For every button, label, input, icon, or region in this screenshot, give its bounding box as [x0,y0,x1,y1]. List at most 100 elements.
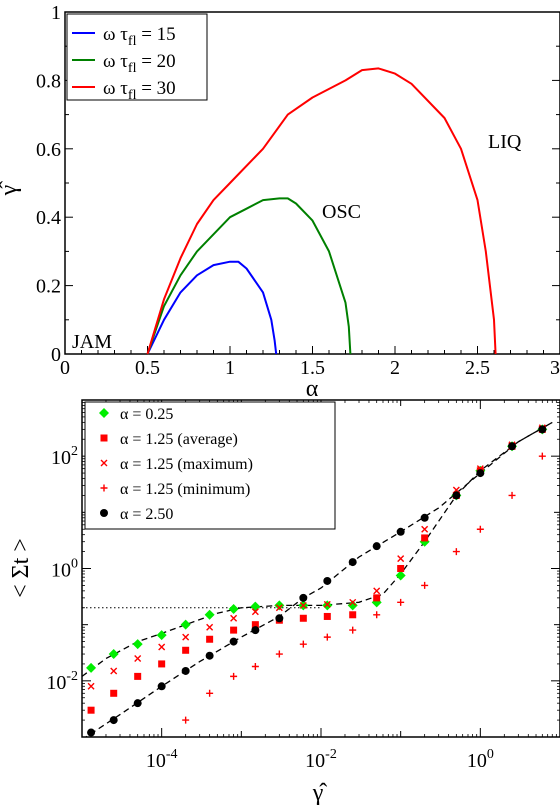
bottom-legend-alpha-2: α [120,431,129,448]
bottom-series-5-point [508,442,517,451]
bottom-series-5-point [420,513,429,522]
top-x-tick-label: 0.5 [135,357,160,379]
bottom-series-2-point [251,621,259,629]
bottom-y-tick-label: 102 [51,444,78,469]
bottom-series-1-point [180,619,191,630]
bottom-legend-label-4: = 1.25 (minimum) [128,481,250,498]
bottom-legend-alpha-5: α [120,506,129,523]
svg-text:ω τfl = 20: ω τfl = 20 [103,51,176,76]
top-legend: ω τfl = 15 ω τfl = 20 ω τfl = 30 [66,13,208,103]
top-legend-label-1-prefix: ω τ [103,24,128,45]
top-legend-label-1-sub: fl [128,34,137,49]
top-legend-label-2-suffix: = 20 [136,51,175,72]
top-legend-label-3-prefix: ω τ [103,78,128,99]
bottom-series-4-point [508,491,516,499]
top-legend-label-2-sub: fl [128,61,137,76]
bottom-series-4-point [349,626,357,634]
bottom-legend-marker-2 [100,434,108,442]
bottom-series-5-point [538,425,547,434]
bottom-series-2-point [110,689,118,697]
svg-text:α = 1.25 (minimum): α = 1.25 (minimum) [120,481,250,498]
top-x-tick-label: 2.5 [465,357,490,379]
bottom-legend-markers [99,408,109,517]
bottom-legend-marker-3 [100,459,108,467]
bottom-dashed-curves [82,421,553,737]
bottom-series-2-point [397,565,405,572]
svg-text:ω τfl = 30: ω τfl = 30 [103,78,176,103]
bottom-x-axis-label: γ̂ [312,780,328,806]
bottom-legend-label-3: = 1.25 (maximum) [128,456,253,473]
bottom-series-4-point [299,640,307,648]
bottom-series-5-point [372,542,381,551]
bottom-legend-marker-5 [100,509,108,517]
bottom-series-markers [86,424,548,737]
bottom-series-1-point [322,600,333,611]
top-legend-label-3-sub: fl [128,88,137,103]
top-x-tick-label: 0 [60,357,70,379]
bottom-series-3-point [275,604,283,612]
svg-text:α = 0.25: α = 0.25 [120,406,173,423]
bottom-legend: α = 0.25 α = 1.25 (average) α = 1.25 (ma… [84,401,336,530]
bottom-series-3-point [323,600,331,608]
top-series-curves [146,67,497,355]
bottom-series-4-point [373,611,381,619]
bottom-y-axis-label-text: < Σt > [8,538,34,598]
bottom-legend-marker-4 [100,484,108,492]
bottom-legend-alpha-4: α [120,481,129,498]
top-legend-entry-3: ω τfl = 30 [72,78,176,103]
bottom-series-5-point [229,637,238,646]
top-y-tick-label: 1 [51,2,61,24]
bottom-series-2-point [87,706,95,714]
annotation-jam: JAM [72,331,112,353]
bottom-series-3-point [206,623,214,631]
bottom-legend-label-1: = 0.25 [128,406,173,423]
top-series-line-2 [146,197,352,355]
bottom-series-4-point [275,650,283,658]
top-legend-label-3-suffix: = 30 [136,78,175,99]
top-y-tick-label: 0 [51,344,61,366]
svg-text:ω τfl = 15: ω τfl = 15 [103,24,176,49]
top-axis-ticks: 0 0.5 1 1.5 2 2.5 3 0 0.2 0.4 0.6 0.8 1 [36,2,560,379]
bottom-dashed-fit-2 [84,421,553,737]
bottom-series-3-point [87,682,95,690]
top-legend-entry-1: ω τfl = 15 [72,24,176,49]
bottom-series-3-point [421,525,429,533]
bottom-legend-label-2: = 1.25 (average) [128,431,237,448]
bottom-series-5-point [323,576,332,585]
bottom-series-2-point [373,594,381,602]
bottom-series-1-point [250,601,261,612]
bottom-series-5-point [476,469,485,478]
bottom-series-3-point [134,654,142,662]
bottom-series-4-point [182,716,190,724]
bottom-series-1-point [347,600,358,611]
bottom-series-5-point [205,651,214,660]
bottom-series-2-point [206,635,214,643]
bottom-y-axis-label: < Σt > [8,538,34,598]
top-legend-label-1-suffix: = 15 [136,24,175,45]
top-legend-entry-2: ω τfl = 20 [72,51,176,76]
bottom-x-tick-label: 10-2 [305,747,337,772]
bottom-series-5-point [109,716,118,725]
bottom-series-4-point [476,525,484,533]
top-x-tick-label: 1.5 [300,357,325,379]
bottom-series-2-point [299,614,307,622]
bottom-chart: 10-4 10-2 100 10-2 100 102 α = 0.25 α = 1.25 … [8,399,560,806]
svg-text:α = 1.25 (maximum): α = 1.25 (maximum) [120,456,253,473]
bottom-x-tick-label: 100 [467,747,494,772]
bottom-series-4-point [421,581,429,589]
bottom-series-2-point [421,534,429,542]
bottom-series-1-point [132,639,143,650]
bottom-legend-label-5: = 2.50 [128,506,173,523]
bottom-series-5-point [181,666,190,675]
bottom-series-1-point [108,649,119,660]
bottom-series-5-point [157,682,166,691]
bottom-series-3-point [158,643,166,651]
bottom-series-5-point [396,527,405,536]
top-y-axis-label: γ̂ [0,181,22,197]
bottom-series-3-point [110,667,118,675]
bottom-series-4-point [452,548,460,556]
bottom-legend-box [84,401,336,530]
top-y-tick-label: 0.6 [36,139,61,161]
bottom-legend-marker-1 [99,408,109,418]
